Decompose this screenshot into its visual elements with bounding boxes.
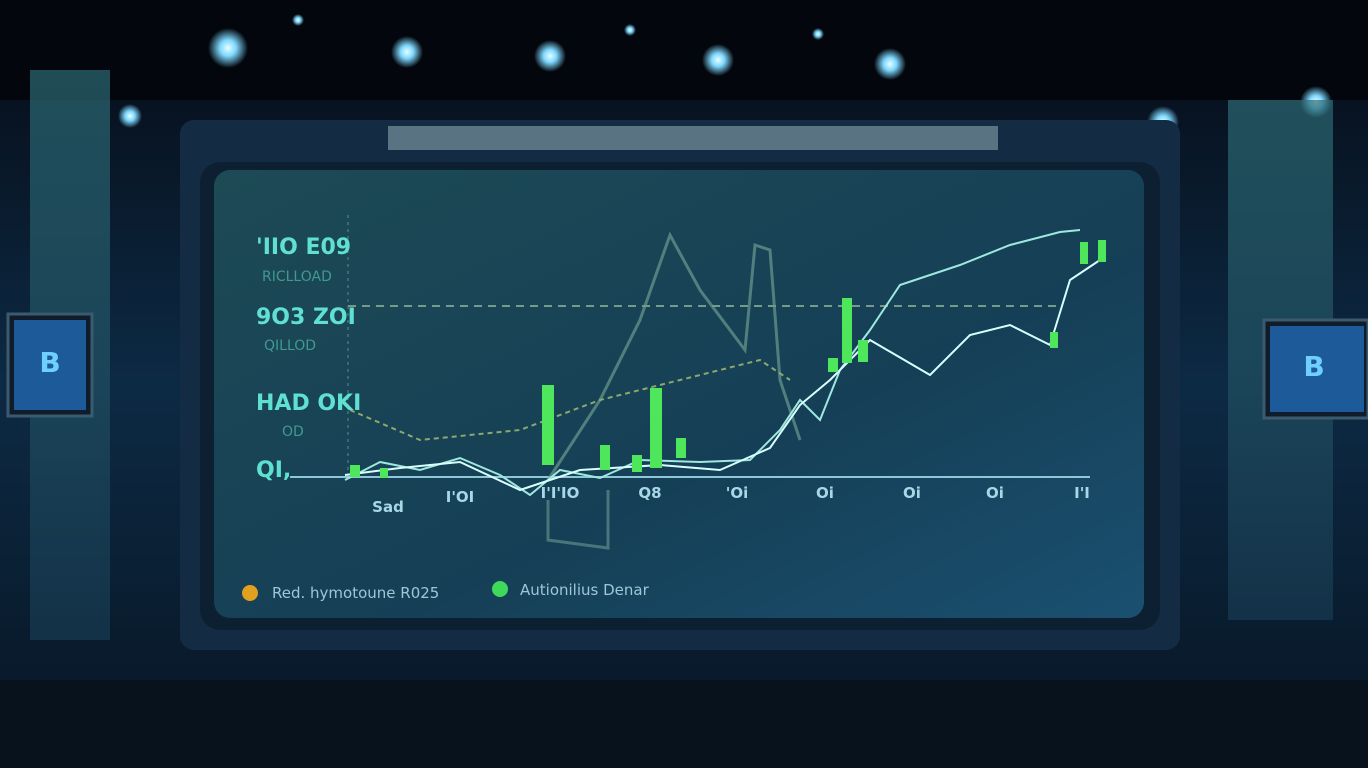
ceiling bbox=[0, 0, 1368, 100]
y-sublabel: OD bbox=[282, 424, 304, 440]
y-label: HAD OKI bbox=[256, 391, 361, 416]
monitor-logo: B bbox=[39, 346, 60, 379]
x-axis-labels: Sad I'OI I'I'IO Q8 'Oi Oi Oi Oi I'I bbox=[372, 484, 1090, 516]
y-label: QI, bbox=[256, 458, 291, 483]
chart-decoration bbox=[290, 215, 1106, 550]
right-monitor: B bbox=[1262, 318, 1368, 420]
y-sublabel: RICLLOAD bbox=[262, 269, 332, 285]
y-label: 9O3 ZOI bbox=[256, 305, 356, 330]
light-strip bbox=[388, 126, 998, 150]
legend-entry: Autionilius Denar bbox=[520, 581, 650, 599]
left-monitor: B bbox=[6, 312, 94, 418]
monitor-logo: B bbox=[1303, 350, 1324, 383]
x-label: I'I bbox=[1074, 484, 1090, 502]
y-axis-labels: 'IIO E09 RICLLOAD 9O3 ZOI QILLOD HAD OKI… bbox=[256, 235, 361, 483]
legend: Red. hymotoune R025 Autionilius Denar bbox=[242, 581, 650, 602]
x-label: I'I'IO bbox=[541, 484, 580, 502]
y-label: 'IIO E09 bbox=[256, 235, 351, 260]
x-label: Q8 bbox=[638, 484, 661, 502]
legend-entry: Red. hymotoune R025 bbox=[272, 584, 439, 602]
x-label: Sad bbox=[372, 498, 404, 516]
x-label: Oi bbox=[816, 484, 834, 502]
x-label: 'Oi bbox=[726, 484, 749, 502]
floor bbox=[0, 680, 1368, 768]
y-sublabel: QILLOD bbox=[264, 338, 316, 354]
x-label: I'OI bbox=[446, 488, 475, 506]
x-label: Oi bbox=[903, 484, 921, 502]
x-label: Oi bbox=[986, 484, 1004, 502]
